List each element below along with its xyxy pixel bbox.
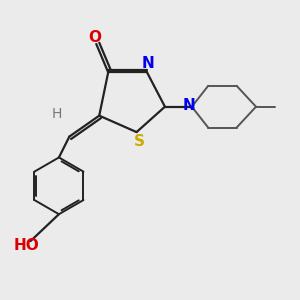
Text: N: N — [141, 56, 154, 71]
Text: H: H — [51, 107, 62, 121]
Text: S: S — [134, 134, 145, 148]
Text: HO: HO — [14, 238, 40, 253]
Text: N: N — [183, 98, 196, 113]
Text: O: O — [88, 30, 101, 45]
